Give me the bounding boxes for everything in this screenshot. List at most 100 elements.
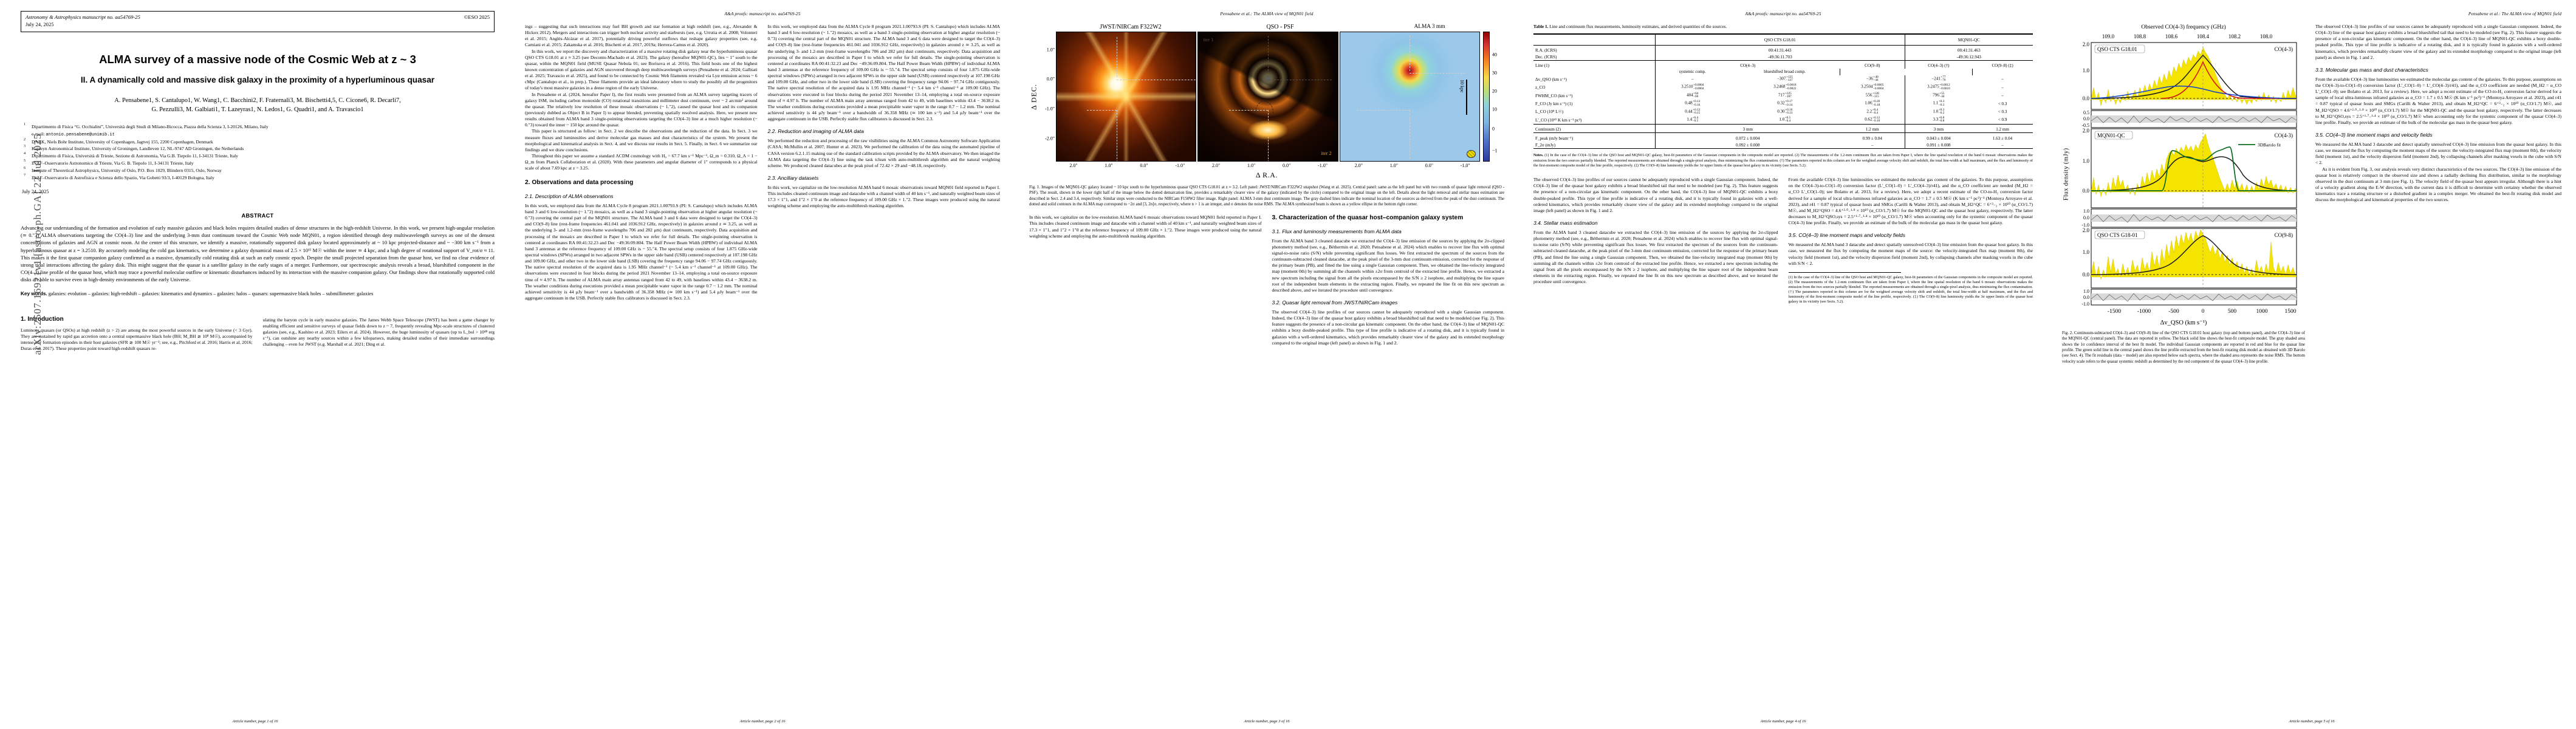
affiliation-item: 4 Dipartimento di Fisica, Università di T…	[24, 152, 238, 159]
table-1-cell: –	[2001, 84, 2004, 90]
svg-text:109.0: 109.0	[2102, 33, 2115, 39]
figure-2-panel-mqn01qc-co43: MQN01-QC CO(4-3) 3DBarolo fit 2.0 1.0 0.…	[2083, 128, 2297, 208]
table-1-cell: 0.072 ± 0.004	[1654, 132, 1840, 142]
x-tick: 0.0"	[1140, 163, 1148, 168]
figure-2-residual-1: 0.5 0.0 -0.5	[2081, 110, 2297, 128]
colorbar-tick: 0	[1492, 126, 1495, 132]
svg-text:1.0: 1.0	[2083, 208, 2089, 214]
y-tick: -1.0"	[1045, 106, 1055, 112]
paragraph: The observed CO(4–3) line profiles of ou…	[1272, 309, 1505, 346]
table-1-cell: 3.2475+0.0012 −0.0010	[1904, 83, 1973, 92]
svg-text:108.0: 108.0	[2260, 33, 2273, 39]
svg-text:0.0: 0.0	[2083, 295, 2089, 300]
table-1-cell: < 0.3	[1998, 101, 2007, 106]
svg-text:1500: 1500	[2285, 309, 2297, 315]
table-row: L_CO (10⁸ L☉) 0.44+0.12 −0.15 0.30+0.16 −0.1…	[1533, 108, 2033, 116]
figure-2-y-axis-label: Flux density (mJy)	[2063, 148, 2070, 201]
abstract-text: Advancing our understanding of the forma…	[21, 224, 495, 283]
table-1-row-label: FWHM_CO (km s⁻¹)	[1535, 93, 1573, 98]
running-head: A&A proofs: manuscript no. aa54769-25	[1745, 11, 1821, 16]
table-row: R.A. (ICRS) 00:41:31.443 00:41:31.463	[1533, 45, 2033, 54]
table-1-cell: −241+77 −70	[1904, 75, 1973, 84]
table-1-line-label: Line (1)	[1533, 60, 1656, 69]
figure-1: JWST/NIRCam F322W2 QSO - PSF ALMA 3 mm Δ…	[1029, 24, 1504, 207]
figure-1-colorbar-ticks: 40 30 20 10 0 −1	[1491, 32, 1504, 162]
svg-text:0.0: 0.0	[2083, 215, 2089, 221]
subsection-heading-reduction-imaging: 2.2. Reduction and imaging of ALMA data	[767, 128, 864, 135]
page-footer: Article number, page 4 of 16	[1760, 719, 1806, 724]
paragraph: The observed CO(4–3) line profiles of ou…	[2315, 24, 2561, 60]
table-1-row-label: Dec. (ICRS)	[1535, 54, 1557, 60]
x-tick: 2.0"	[1069, 163, 1078, 168]
colorbar-tick: 10	[1492, 106, 1497, 112]
manuscript-date: July 24, 2025	[26, 21, 54, 27]
svg-text:1000: 1000	[2256, 309, 2268, 315]
svg-text:2.0: 2.0	[2083, 128, 2090, 134]
affiliation-list: 1 Dipartimento di Fisica “G. Occhialini”,…	[24, 123, 495, 181]
figure-1-panel-title-alma: ALMA 3 mm	[1414, 24, 1445, 30]
paragraph: From the ALMA band 3 cleaned datacube we…	[1272, 238, 1505, 293]
figure-2: Observed CO(4-3) frequency (GHz) Flux de…	[2062, 24, 2305, 364]
figure-2-panel2-source: MQN01-QC	[2097, 132, 2125, 139]
table-row: Dec. (ICRS) -49:36:11.703 -49:36:12.943	[1533, 53, 2033, 61]
table-1-cell: 00:41:31.443	[1654, 45, 1905, 54]
table-1-cell: 3.3+0.8 −0.8	[1904, 115, 1973, 125]
table-1-cell: 0.62+0.12 −0.10	[1865, 115, 1880, 123]
figure-1-x-axis-label: Δ R.A.	[1255, 171, 1278, 179]
paragraph: From the available CO(4–3) line luminosi…	[2315, 76, 2561, 125]
figure-1-y-axis-label: Δ DEC.	[1029, 83, 1038, 110]
figure-2-x-axis-label: Δv_QSO (km s⁻¹)	[2160, 320, 2207, 326]
table-1-group-header-qso: QSO CTS G18.01	[1654, 33, 1905, 46]
page-footer: Article number, page 2 of 16	[739, 719, 786, 724]
figure-2-spectra-plot: 109.0 108.8 108.6 108.4 108.2 108.0	[2081, 33, 2297, 315]
table-1-group-header-qc: MQN01-QC	[1904, 33, 2033, 46]
table-1-cell: 0.32+0.17 −0.14	[1777, 100, 1793, 107]
paragraph: As it is evident from Fig. 3, our analys…	[2315, 166, 2561, 203]
section-heading-observations: 2. Observations and data processing	[525, 179, 634, 187]
svg-text:0.0: 0.0	[2083, 116, 2089, 122]
x-tick: 1.0"	[1247, 163, 1256, 168]
paragraph: Luminous quasars (or QSOs) at high redsh…	[21, 327, 253, 352]
svg-text:0.0: 0.0	[2083, 95, 2090, 101]
page-3: Pensabene et al.: The ALMA view of MQN01…	[1015, 0, 1519, 729]
x-tick: -1.0"	[1318, 163, 1327, 168]
subsection-heading-moment-maps: 3.5. CO(4–3) line moment maps and veloci…	[1788, 232, 1906, 239]
keywords-block: Key words. galaxies: evolution – galaxie…	[21, 290, 495, 298]
figure-2-panel3-line: CO(9-8)	[2275, 232, 2293, 238]
paragraph: In Pensabene et al. (2024, hereafter Pap…	[525, 91, 758, 128]
y-tick: 1.0"	[1046, 47, 1055, 53]
table-row: F_peak (mJy beam⁻¹) 0.072 ± 0.004 0.99 ±…	[1533, 132, 2033, 142]
svg-text:108.2: 108.2	[2228, 33, 2241, 39]
author-line-1: A. Pensabene1, S. Cantalupo1, W. Wang1, …	[114, 97, 401, 104]
page-4: A&A proofs: manuscript no. aa54769-25 Ta…	[1519, 0, 2047, 729]
paragraph: This paper is structured as follow: in S…	[525, 128, 758, 152]
colorbar-tick: 30	[1492, 70, 1497, 76]
table-1-row-label: L'_CO (10¹⁰ K km s⁻¹ pc²)	[1535, 117, 1582, 123]
colorbar-tick: 40	[1492, 52, 1497, 58]
svg-text:2.0: 2.0	[2083, 41, 2090, 47]
table-1-row-label: F_CO (Jy km s⁻¹) (1)	[1535, 101, 1573, 107]
subsection-heading-quasar-light-removal: 3.2. Quasar light removal from JWST/NIRC…	[1272, 299, 1398, 306]
page-footer: Article number, page 5 of 16	[2289, 719, 2335, 724]
figure-2-panel1-source: QSO CTS G18.01	[2097, 46, 2137, 52]
contact-email[interactable]: antonio.pensabene@unimib.it	[46, 132, 115, 137]
table-row: L'_CO (10¹⁰ K km s⁻¹ pc²) 1.4+0.4 −0.5 1.0+…	[1533, 115, 2033, 125]
page-5: Pensabene et al.: The ALMA view of MQN01…	[2047, 0, 2576, 729]
subsection-heading-molecular-gas: 3.3. Molecular gas mass and dust charact…	[2315, 66, 2428, 73]
paragraph: From the ALMA band 3 cleaned datacube we…	[1533, 229, 1778, 285]
figure-1-x-ticks: 2.0" 1.0" 0.0" -1.0" 2.0" 1.0" 0.0" -1.0…	[1056, 163, 1504, 168]
table-1-subheader-systemic: systemic comp.	[1654, 69, 1730, 75]
running-head: A&A proofs: manuscript no. aa54769-25	[724, 11, 801, 16]
table-1-label: Table 1.	[1533, 24, 1549, 29]
svg-text:0: 0	[2202, 309, 2205, 315]
x-tick: 1.0"	[1389, 163, 1398, 168]
subsection-heading-flux-luminosity: 3.1. Flux and luminosity measurements fr…	[1272, 228, 1402, 234]
table-1-notes: Notes. (1) In the case of the CO(4–3) li…	[1533, 153, 2033, 168]
table-1-cell: 1.4+0.4 −0.5	[1654, 115, 1730, 125]
y-tick: -2.0"	[1045, 135, 1055, 142]
footnote: (1) In the case of the CO(4–3) line of t…	[1788, 275, 2033, 304]
page-footer: Article number, page 3 of 16	[1244, 719, 1290, 724]
paragraph: We performed the reduction and processin…	[767, 138, 1001, 168]
table-1-cell: 0.091 ± 0.008	[1904, 142, 1973, 149]
